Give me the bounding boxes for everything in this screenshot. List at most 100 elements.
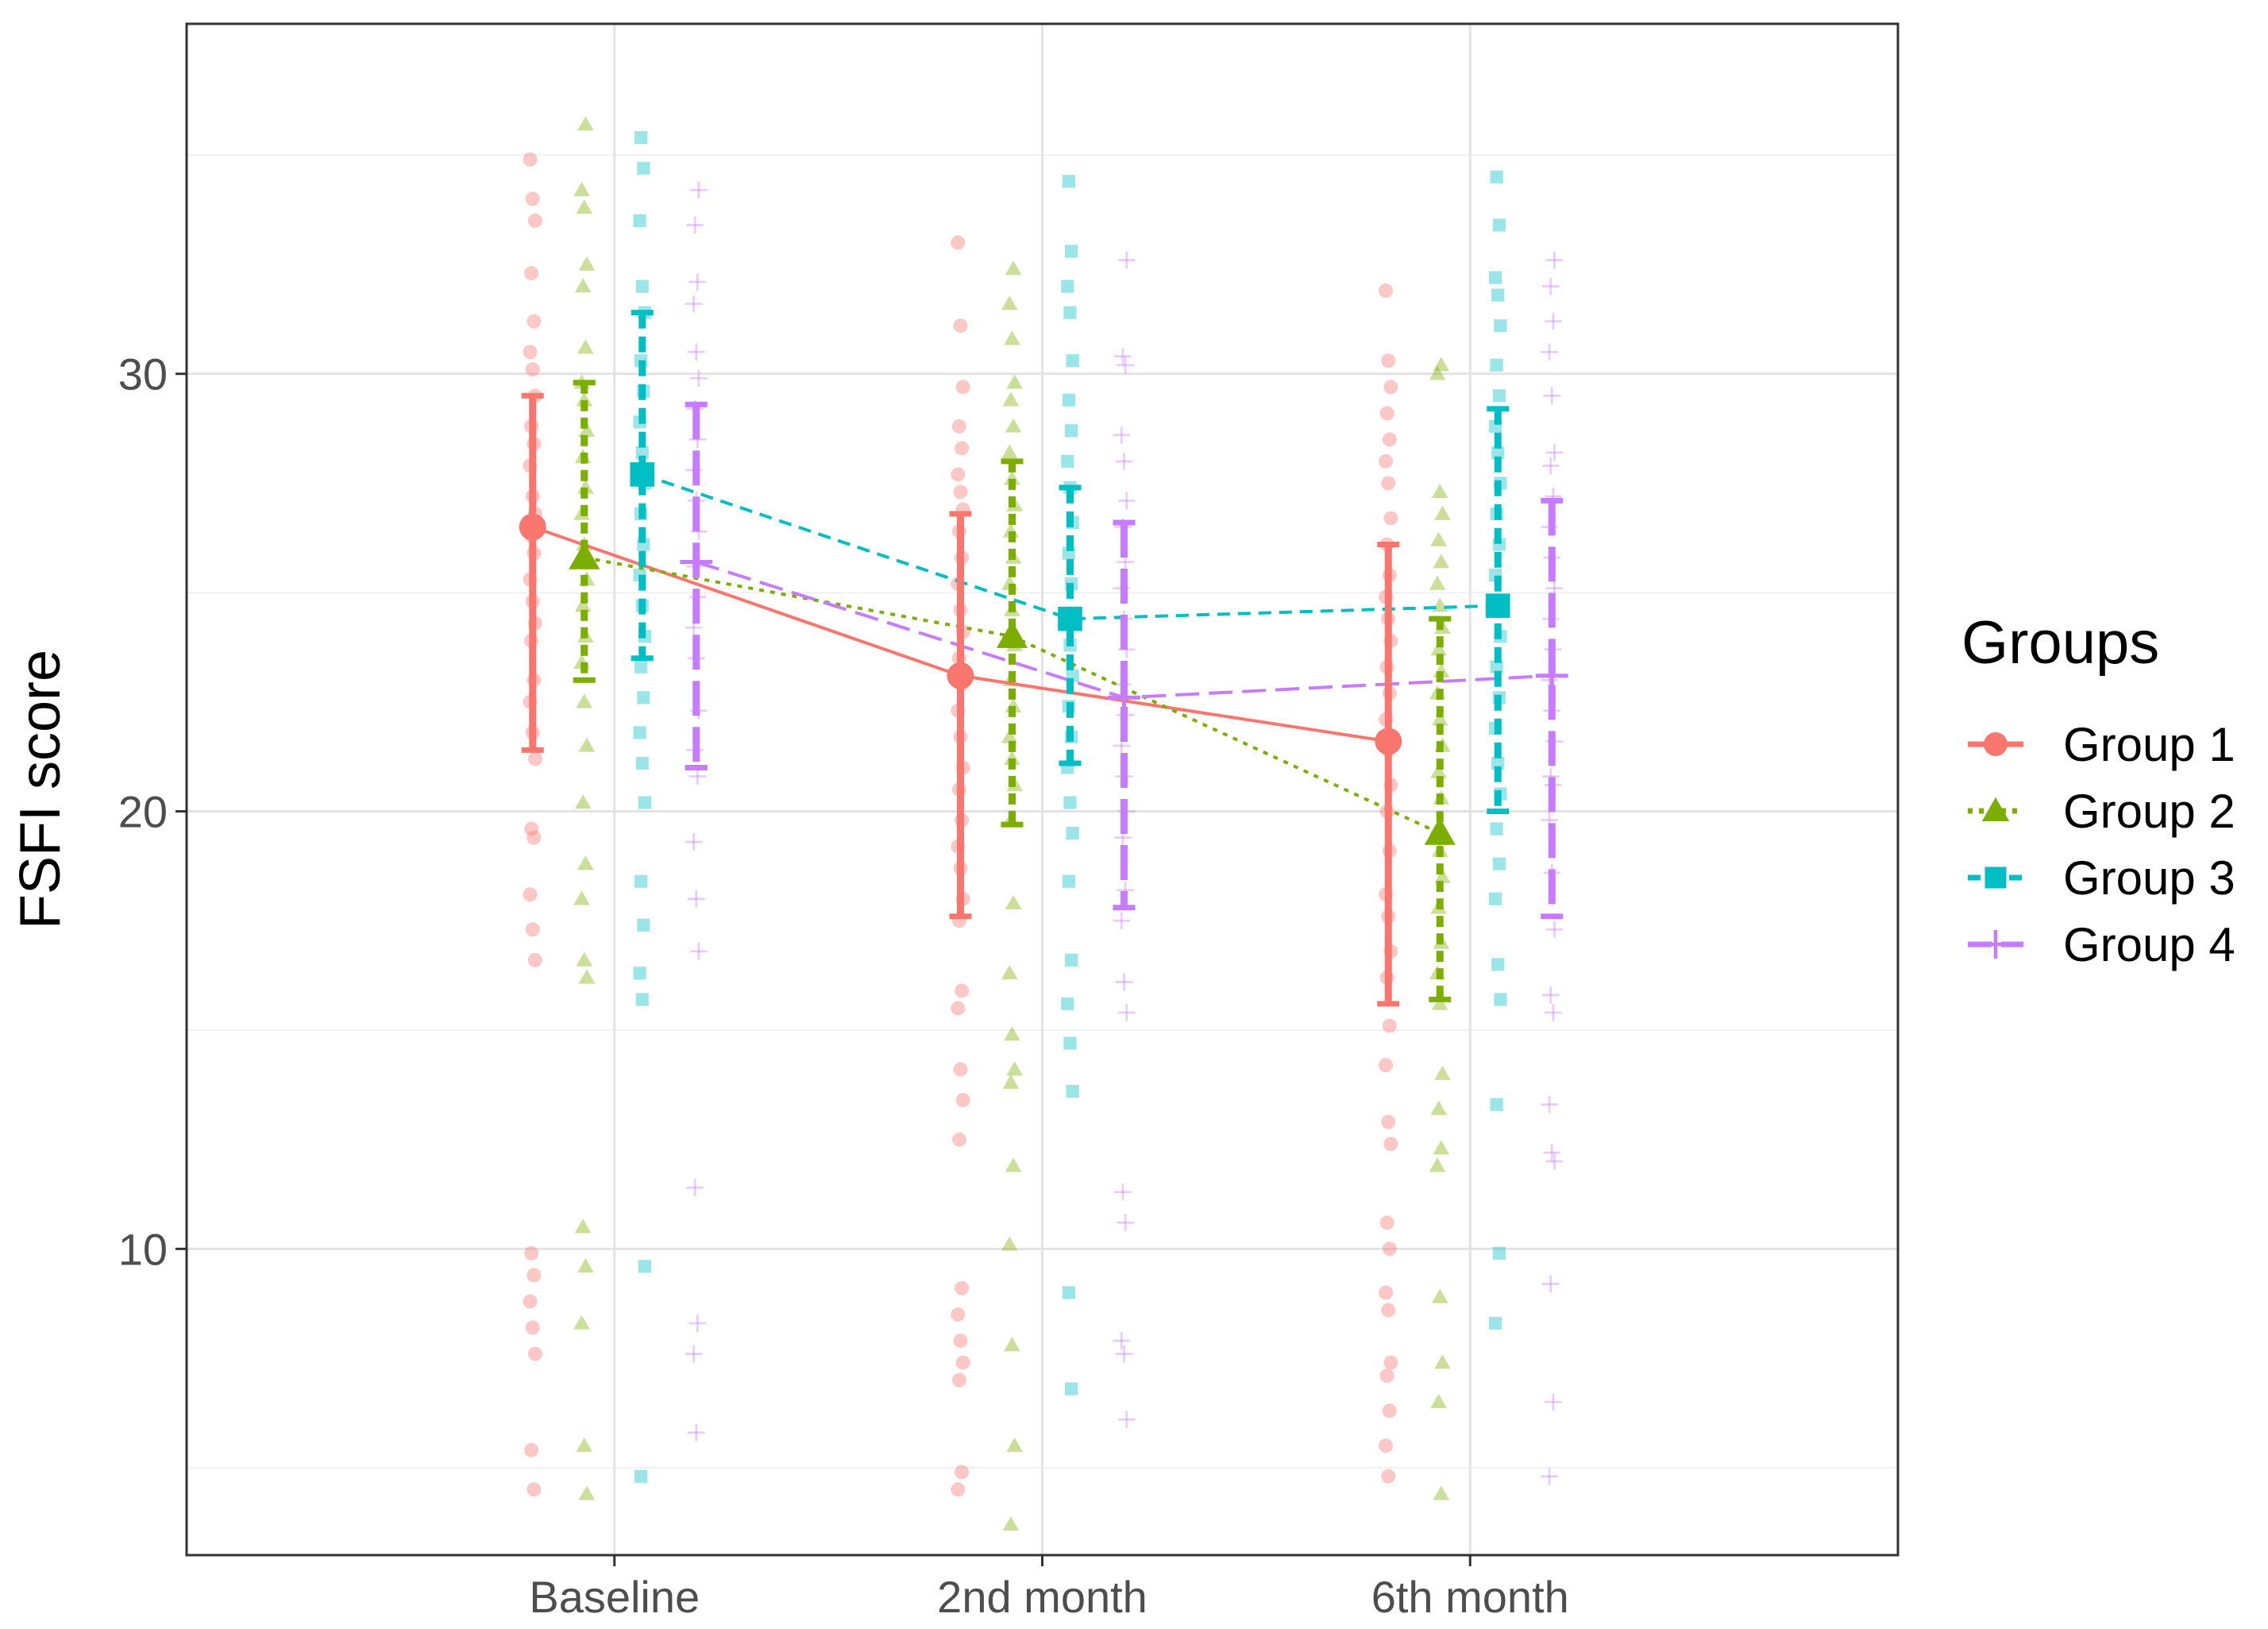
group-1-point xyxy=(951,1001,966,1016)
group-1-point xyxy=(524,1442,539,1457)
x-tick-label: 2nd month xyxy=(937,1572,1148,1622)
group-2-point xyxy=(576,392,593,407)
group-3-point xyxy=(638,1260,652,1273)
group-4-point xyxy=(1117,1004,1136,1021)
group-2-point xyxy=(1430,1100,1447,1115)
group-3-point xyxy=(1062,874,1075,888)
group-2-point xyxy=(1434,505,1451,520)
group-2-point xyxy=(1431,484,1448,499)
group-1-point xyxy=(1381,1469,1396,1484)
group-3-point xyxy=(637,918,650,932)
group-1-point xyxy=(1379,1285,1394,1300)
group-1-point xyxy=(953,318,968,334)
group-1-point xyxy=(525,362,540,377)
group-1-point xyxy=(527,213,542,228)
group-3-point xyxy=(633,726,646,739)
group-1-point xyxy=(951,235,966,250)
group-1-point xyxy=(951,1372,966,1388)
x-tick-label: 6th month xyxy=(1371,1572,1569,1622)
group-3-point xyxy=(1065,1382,1078,1395)
group-3-mean-marker xyxy=(1485,593,1510,618)
group-1-point xyxy=(1379,1368,1394,1384)
group-4-point xyxy=(686,216,704,234)
group-2-point xyxy=(1001,728,1018,743)
group-1-point xyxy=(523,152,538,167)
group-2-point xyxy=(578,737,596,752)
group-1-point xyxy=(953,1334,968,1349)
group-1-point xyxy=(523,1294,538,1309)
group-2-point xyxy=(1002,1074,1020,1089)
group-3-mean-line xyxy=(642,473,1498,621)
group-1-point xyxy=(527,952,542,967)
group-1-point xyxy=(526,1482,542,1497)
group-1-point xyxy=(526,314,542,329)
group-1-point xyxy=(1383,511,1398,526)
group-4-point xyxy=(1117,251,1136,269)
group-1-point xyxy=(955,1093,970,1108)
group-1-point xyxy=(955,380,970,395)
group-1-point xyxy=(525,191,540,207)
group-1-point xyxy=(1379,284,1394,299)
group-2-point xyxy=(1005,261,1022,276)
group-4-point xyxy=(1545,312,1562,330)
group-3-point xyxy=(1494,993,1507,1006)
group-1-point xyxy=(1379,1058,1394,1073)
group-1-point xyxy=(951,467,966,482)
group-2-point xyxy=(577,339,594,354)
group-2-point xyxy=(1004,751,1020,766)
group-3-point xyxy=(633,967,646,980)
y-tick-label: 10 xyxy=(118,1224,168,1274)
x-tick-label: Baseline xyxy=(529,1572,700,1622)
group-3-legend-label: Group 3 xyxy=(2063,851,2235,905)
group-4-point xyxy=(1541,986,1560,1004)
group-4-point xyxy=(1113,912,1131,930)
group-1-point xyxy=(527,751,542,766)
group-3-point xyxy=(634,660,648,674)
group-4-point xyxy=(686,1179,704,1197)
group-3-point xyxy=(1062,1286,1075,1299)
group-3-point xyxy=(1063,1036,1077,1050)
group-1-point xyxy=(527,1346,542,1361)
group-2-point xyxy=(1434,1354,1451,1369)
group-3-point xyxy=(1490,1098,1503,1111)
group-4-point xyxy=(1545,251,1564,269)
group-3-point xyxy=(638,796,652,809)
group-4-point xyxy=(688,767,707,786)
group-1-point xyxy=(523,887,538,902)
group-3-mean-marker xyxy=(1058,606,1082,631)
group-4-point xyxy=(1541,277,1560,295)
group-2-point xyxy=(576,1437,593,1453)
group-1-point xyxy=(1383,1137,1398,1152)
group-1-point xyxy=(1379,1438,1394,1453)
group-4-point xyxy=(1114,1183,1132,1201)
group-4-point xyxy=(1545,1004,1562,1021)
group-1-point xyxy=(1381,1303,1396,1318)
group-1-point xyxy=(951,419,966,434)
group-4-point xyxy=(1115,973,1133,991)
group-1-point xyxy=(1379,454,1394,469)
group-2-point xyxy=(1002,1516,1020,1531)
error-bars xyxy=(521,310,1564,1007)
group-2-point xyxy=(1001,1236,1018,1251)
group-4-mean-marker xyxy=(1108,681,1140,714)
group-1-point xyxy=(955,1465,970,1480)
group-4-point xyxy=(1113,427,1131,444)
group-2-point xyxy=(578,969,596,984)
group-4-point xyxy=(1541,1095,1558,1114)
group-1-point xyxy=(1381,476,1396,491)
group-4-point xyxy=(687,890,705,908)
group-2-point xyxy=(1433,1485,1450,1500)
group-2-point xyxy=(574,1218,592,1233)
group-2-point xyxy=(574,278,592,293)
group-4-point xyxy=(1541,343,1558,361)
group-2-point xyxy=(1431,711,1448,726)
group-1-point xyxy=(1383,380,1398,395)
group-2-point xyxy=(1004,1026,1020,1041)
group-4-point xyxy=(1117,356,1134,374)
group-3-point xyxy=(635,280,649,293)
group-3-point xyxy=(633,214,646,227)
group-4-point xyxy=(1541,1275,1560,1293)
group-3-point xyxy=(1066,826,1079,840)
